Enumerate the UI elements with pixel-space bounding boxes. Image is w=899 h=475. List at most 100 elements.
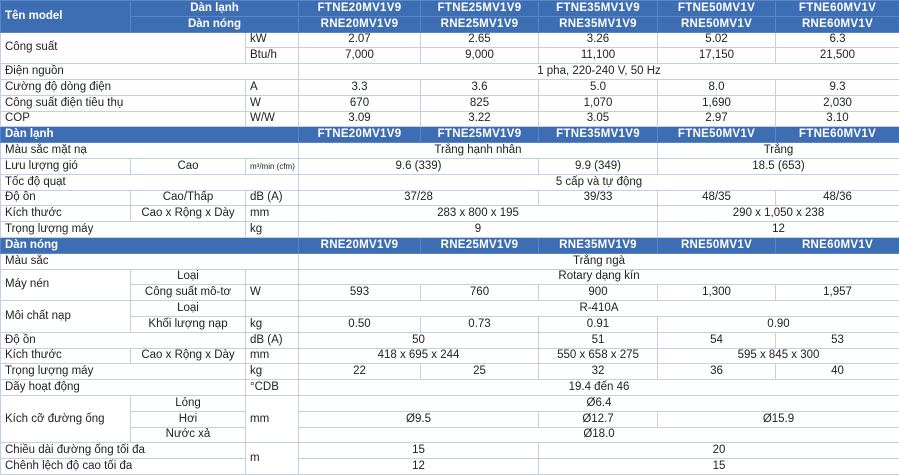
sub-label-cell: Hơi	[130, 410, 246, 428]
value-cell: RNE60MV1V	[775, 15, 899, 33]
value-cell: 595 x 845 x 300	[657, 347, 899, 365]
table-row: Hơi Ø9.5 Ø12.7 Ø15.9	[1, 410, 899, 428]
table-row: Môi chất nạp Loại R-410A	[0, 300, 899, 333]
label-cell: Dàn lạnh	[0, 126, 299, 144]
value-cell: 39/33	[538, 189, 658, 207]
table-row: Khối lượng nạp kg 0.50 0.73 0.91 0.90	[1, 315, 899, 333]
label-cell: Màu sắc	[0, 252, 299, 270]
value-cell: 15	[538, 458, 899, 475]
table-row: Cường độ dòng điện A 3.3 3.6 5.0 8.0 9.3	[0, 78, 899, 96]
value-cell: 0.50	[298, 315, 421, 333]
value-cell: 1,690	[657, 94, 776, 112]
label-cell: COP	[0, 110, 246, 128]
value-cell: 25	[420, 363, 539, 381]
value-cell: 20	[538, 442, 899, 460]
unit-cell: A	[245, 78, 299, 96]
label-cell: Trọng lượng máy	[0, 221, 246, 238]
value-cell: Trắng	[657, 142, 899, 159]
value-cell: 3.09	[298, 110, 421, 128]
header-row: Dàn nóng RNE20MV1V9 RNE25MV1V9 RNE35MV1V9 RN…	[1, 15, 899, 33]
value-cell: Ø9.5	[298, 410, 539, 428]
sub-label-cell: Loại	[130, 268, 246, 286]
value-cell: 9,000	[420, 47, 539, 65]
label-cell: Độ ồn	[0, 331, 246, 349]
value-cell: FTNE60MV1V	[775, 0, 899, 17]
value-cell: 7,000	[298, 47, 421, 65]
value-cell: 1,300	[657, 284, 776, 302]
value-cell: 12	[298, 458, 539, 475]
value-cell: 11,100	[538, 47, 658, 65]
value-cell: FTNE25MV1V9	[420, 126, 539, 144]
value-cell: RNE50MV1V	[657, 236, 776, 254]
label-cell: Chiều dài đường ống tối đa	[0, 442, 246, 460]
sub-label-cell: Khối lượng nạp	[130, 315, 246, 333]
value-cell: 12	[657, 221, 899, 238]
value-cell: 2.65	[420, 31, 539, 49]
value-cell: FTNE50MV1V	[657, 126, 776, 144]
table-row: Lưu lượng gió Cao m³/min (cfm) 9.6 (339) 9.9…	[0, 157, 899, 175]
value-cell: 22	[298, 363, 421, 381]
header-row: Tên model Dàn lạnh FTNE20MV1V9 FTNE25MV1V9 F…	[0, 0, 899, 33]
unit-cell: dB (A)	[245, 331, 299, 349]
unit-cell: kg	[245, 221, 299, 238]
value-cell: RNE35MV1V9	[538, 236, 658, 254]
value-cell: 1,957	[775, 284, 899, 302]
value-cell: 5 cấp và tự động	[298, 173, 899, 191]
value-cell: 550 x 658 x 275	[538, 347, 658, 365]
value-cell: 17,150	[657, 47, 776, 65]
sub-label-cell: Lỏng	[130, 394, 246, 412]
cell	[245, 300, 299, 317]
table-row: Trọng lượng máy kg 9 12	[0, 221, 899, 238]
value-cell: FTNE35MV1V9	[538, 126, 658, 144]
table-row: COP W/W 3.09 3.22 3.05 2.97 3.10	[0, 110, 899, 128]
value-cell: 825	[420, 94, 539, 112]
value-cell: 19.4 đến 46	[298, 379, 899, 396]
table-row: Chiều dài đường ống tối đa m 15 20	[0, 442, 899, 475]
label-cell: Cường độ dòng điện	[0, 78, 246, 96]
value-cell: 5.02	[657, 31, 776, 49]
value-cell: 3.10	[775, 110, 899, 128]
value-cell: 3.3	[298, 78, 421, 96]
sub-label-cell: Dàn lạnh	[130, 0, 299, 17]
value-cell: RNE50MV1V	[657, 15, 776, 33]
table-row: Chênh lệch độ cao tối đa 12 15	[0, 458, 899, 475]
value-cell: 418 x 695 x 244	[298, 347, 539, 365]
value-cell: 3.26	[538, 31, 658, 49]
label-cell: Môi chất nạp	[0, 300, 131, 333]
label-cell: Tên model	[0, 0, 131, 33]
value-cell: FTNE20MV1V9	[298, 0, 421, 17]
value-cell: Ø12.7	[538, 410, 658, 428]
unit-cell: W	[245, 94, 299, 112]
value-cell: RNE20MV1V9	[298, 236, 421, 254]
value-cell: 5.0	[538, 78, 658, 96]
value-cell: FTNE35MV1V9	[538, 0, 658, 17]
value-cell: 50	[298, 331, 539, 349]
table-row: Điện nguồn 1 pha, 220-240 V, 50 Hz	[0, 63, 899, 80]
value-cell: 2.97	[657, 110, 776, 128]
value-cell: 593	[298, 284, 421, 302]
label-cell: Màu sắc mặt nạ	[0, 142, 299, 159]
value-cell: 760	[420, 284, 539, 302]
value-cell: Trắng hạnh nhân	[298, 142, 658, 159]
unit-cell: W	[245, 284, 299, 302]
sub-label-cell: Loại	[130, 300, 246, 317]
sub-label-cell: Cao x Rộng x Dày	[130, 205, 246, 223]
unit-cell: °CDB	[245, 379, 299, 396]
unit-cell: mm	[245, 205, 299, 223]
value-cell: 2.07	[298, 31, 421, 49]
value-cell: Trắng ngà	[298, 252, 899, 270]
value-cell: Ø6.4	[298, 394, 899, 412]
value-cell: 3.6	[420, 78, 539, 96]
sub-label-cell: Công suất mô-tơ	[130, 284, 246, 302]
value-cell: 54	[657, 331, 776, 349]
table-row: Máy nén Loại Rotary dạng kín	[0, 268, 899, 302]
value-cell: Rotary dạng kín	[298, 268, 899, 286]
value-cell: 670	[298, 94, 421, 112]
value-cell: 900	[538, 284, 658, 302]
sub-label-cell: Cao	[130, 157, 246, 175]
table-row: Tốc độ quạt 5 cấp và tự động	[0, 173, 899, 191]
unit-cell: W/W	[245, 110, 299, 128]
table-row: Công suất kW 2.07 2.65 3.26 5.02 6.3	[0, 31, 899, 65]
value-cell: 36	[657, 363, 776, 381]
